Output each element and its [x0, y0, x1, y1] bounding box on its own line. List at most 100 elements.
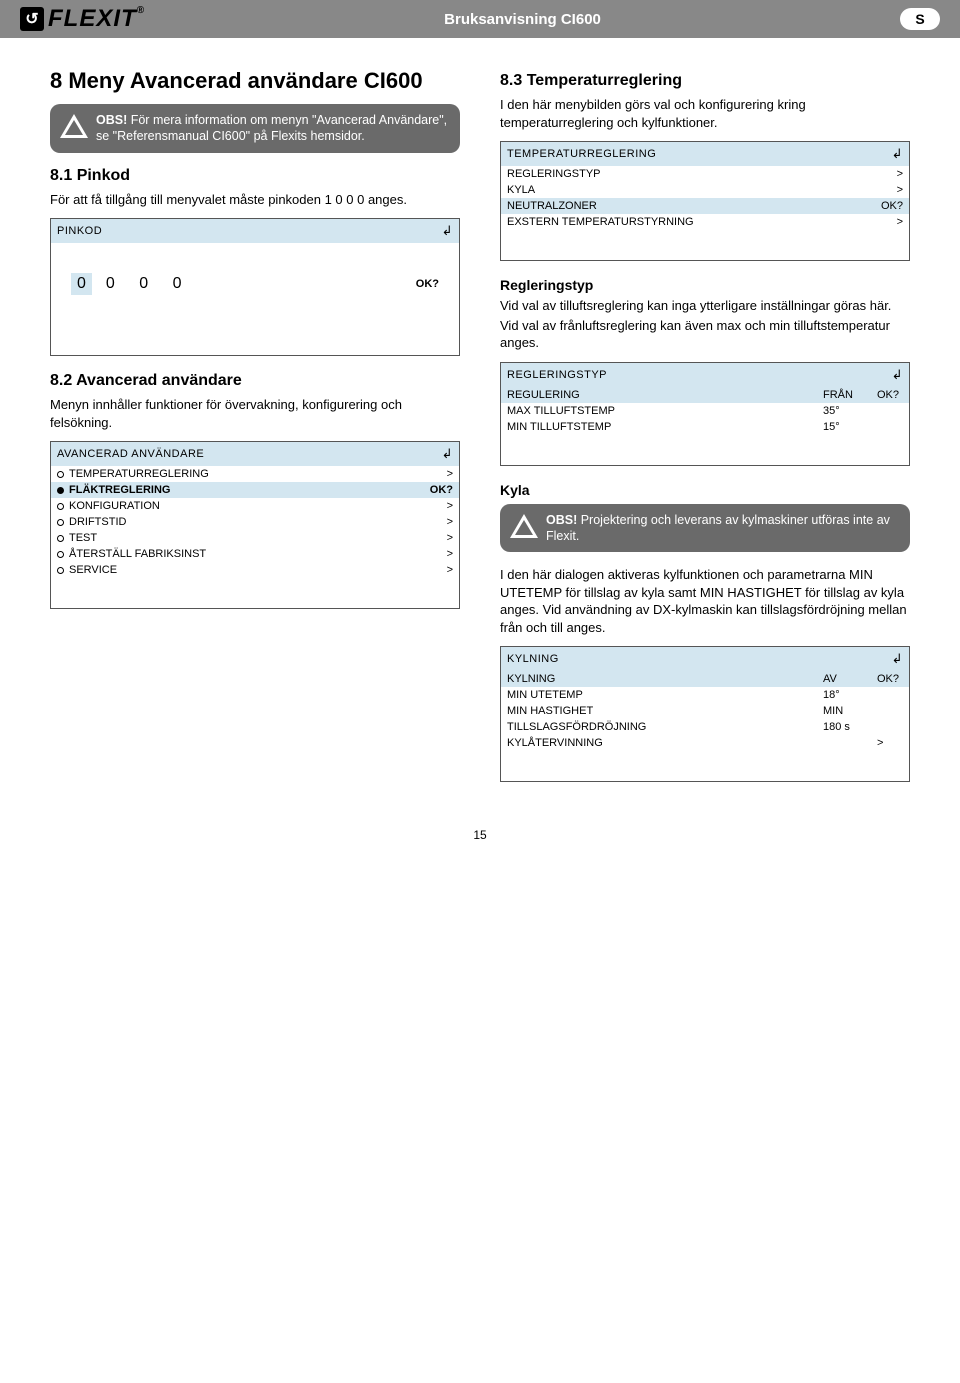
- menu-item[interactable]: TILLSLAGSFÖRDRÖJNING 180 s: [501, 719, 909, 735]
- menu-item-label: TEMPERATURREGLERING: [69, 468, 209, 480]
- menu-item-value-1: 35°: [823, 405, 863, 417]
- menu-item-value-2: [877, 421, 903, 433]
- menu-item-label: DRIFTSTID: [69, 516, 126, 528]
- kylning-title: KYLNING: [507, 653, 559, 665]
- bullet-icon: [57, 503, 64, 510]
- menu-item-value: >: [897, 216, 903, 228]
- section-8-1-text: För att få tillgång till menyvalet måste…: [50, 191, 460, 209]
- language-badge: S: [900, 8, 940, 30]
- pinkod-title-row: PINKOD ↲: [51, 219, 459, 243]
- menu-item-value-1: FRÅN: [823, 389, 863, 401]
- menu-item-label: SERVICE: [69, 564, 117, 576]
- menu-item-value: >: [447, 564, 453, 576]
- menu-item-label: TEST: [69, 532, 97, 544]
- bullet-icon: [57, 471, 64, 478]
- menu-item-label: REGULERING: [507, 389, 580, 401]
- menu-item-value-2: [877, 405, 903, 417]
- menu-item-value-2: OK?: [877, 389, 903, 401]
- section-8-1-title: 8.1 Pinkod: [50, 167, 460, 185]
- pin-entry-row: 0 0 0 0 OK?: [71, 273, 439, 295]
- left-column: 8 Meny Avancerad användare CI600 OBS! Fö…: [50, 68, 460, 798]
- back-icon: ↲: [892, 367, 903, 383]
- menu-item[interactable]: EXSTERN TEMPERATURSTYRNING>: [501, 214, 909, 230]
- menu-item[interactable]: TEST >: [51, 530, 459, 546]
- menu-item[interactable]: KONFIGURATION>: [51, 498, 459, 514]
- bullet-icon: [57, 567, 64, 574]
- menu-item-label: MIN UTETEMP: [507, 689, 583, 701]
- menu-item-value: >: [447, 516, 453, 528]
- menu-item[interactable]: MIN TILLUFTSTEMP15°: [501, 419, 909, 435]
- menu-item-value: >: [447, 548, 453, 560]
- menu-item[interactable]: KYLA >: [501, 182, 909, 198]
- page-number: 15: [50, 828, 910, 842]
- back-icon: ↲: [442, 223, 453, 239]
- pinkod-screen: PINKOD ↲ 0 0 0 0 OK?: [50, 218, 460, 356]
- bullet-icon: [57, 487, 64, 494]
- menu-item[interactable]: DRIFTSTID >: [51, 514, 459, 530]
- menu-item-label: NEUTRALZONER: [507, 200, 597, 212]
- menu-item-label: MIN HASTIGHET: [507, 705, 593, 717]
- pin-digits-rest: 0 0 0: [100, 275, 192, 293]
- header-bar: ↺ FLEXIT® Bruksanvisning CI600 S: [0, 0, 960, 38]
- menu-item-label: KYLNING: [507, 673, 555, 685]
- section-8-2-text: Menyn innhåller funktioner för övervakni…: [50, 396, 460, 431]
- tempreg-title: TEMPERATURREGLERING: [507, 148, 656, 160]
- menu-item-value-2: OK?: [877, 673, 903, 685]
- regleringstyp-p1: Vid val av tilluftsreglering kan inga yt…: [500, 297, 910, 315]
- menu-item-label: KYLA: [507, 184, 535, 196]
- warning-icon: [510, 514, 538, 538]
- pin-ok[interactable]: OK?: [416, 278, 439, 290]
- section-8-3-text: I den här menybilden görs val och konfig…: [500, 96, 910, 131]
- menu-item-value: >: [447, 500, 453, 512]
- back-icon: ↲: [442, 446, 453, 462]
- menu-item-label: MAX TILLUFTSTEMP: [507, 405, 615, 417]
- menu-item-label: TILLSLAGSFÖRDRÖJNING: [507, 721, 646, 733]
- menu-item[interactable]: KYLNING AV OK?: [501, 671, 909, 687]
- pinkod-title: PINKOD: [57, 225, 102, 237]
- menu-item[interactable]: NEUTRALZONER OK?: [501, 198, 909, 214]
- menu-item-value: OK?: [881, 200, 903, 212]
- menu-item-label: KYLÅTERVINNING: [507, 737, 603, 749]
- regleringstyp-heading: Regleringstyp: [500, 277, 910, 293]
- menu-item-value-1: AV: [823, 673, 863, 685]
- tempreg-title-row: TEMPERATURREGLERING ↲: [501, 142, 909, 166]
- doc-title: Bruksanvisning CI600: [444, 11, 601, 28]
- kyla-heading: Kyla: [500, 482, 910, 498]
- menu-item-label: MIN TILLUFTSTEMP: [507, 421, 611, 433]
- back-icon: ↲: [892, 651, 903, 667]
- menu-item-value-1: 18°: [823, 689, 863, 701]
- menu-item[interactable]: FLÄKTREGLERINGOK?: [51, 482, 459, 498]
- menu-item-value: >: [447, 532, 453, 544]
- menu-item[interactable]: MAX TILLUFTSTEMP 35°: [501, 403, 909, 419]
- menu-item-value-2: [877, 721, 903, 733]
- obs-text-1: OBS! För mera information om menyn "Avan…: [96, 112, 450, 145]
- pin-digit-1[interactable]: 0: [71, 273, 92, 295]
- menu-item-label: FLÄKTREGLERING: [69, 484, 170, 496]
- avancerad-screen: AVANCERAD ANVÄNDARE ↲ TEMPERATURREGLERIN…: [50, 441, 460, 609]
- menu-item[interactable]: SERVICE >: [51, 562, 459, 578]
- section-8-3-title: 8.3 Temperaturreglering: [500, 72, 910, 90]
- obs-box-2: OBS! Projektering och leverans av kylmas…: [500, 504, 910, 553]
- obs-box-1: OBS! För mera information om menyn "Avan…: [50, 104, 460, 153]
- menu-item[interactable]: TEMPERATURREGLERING>: [51, 466, 459, 482]
- avancerad-title: AVANCERAD ANVÄNDARE: [57, 448, 204, 460]
- kyla-text: I den här dialogen aktiveras kylfunktion…: [500, 566, 910, 636]
- section-8-2-title: 8.2 Avancerad användare: [50, 372, 460, 390]
- menu-item-value: >: [897, 184, 903, 196]
- back-icon: ↲: [892, 146, 903, 162]
- menu-item-value-1: MIN: [823, 705, 863, 717]
- menu-item[interactable]: REGULERING FRÅN OK?: [501, 387, 909, 403]
- menu-item[interactable]: KYLÅTERVINNING >: [501, 735, 909, 751]
- right-column: 8.3 Temperaturreglering I den här menybi…: [500, 68, 910, 798]
- menu-item-value-2: >: [877, 737, 903, 749]
- menu-item-value-1: 180 s: [823, 721, 863, 733]
- bullet-icon: [57, 519, 64, 526]
- menu-item[interactable]: MIN HASTIGHET MIN: [501, 703, 909, 719]
- menu-item-value: >: [897, 168, 903, 180]
- bullet-icon: [57, 551, 64, 558]
- menu-item[interactable]: ÅTERSTÄLL FABRIKSINST>: [51, 546, 459, 562]
- menu-item-label: REGLERINGSTYP: [507, 168, 601, 180]
- menu-item[interactable]: MIN UTETEMP 18°: [501, 687, 909, 703]
- menu-item[interactable]: REGLERINGSTYP >: [501, 166, 909, 182]
- menu-item-value-1: [823, 737, 863, 749]
